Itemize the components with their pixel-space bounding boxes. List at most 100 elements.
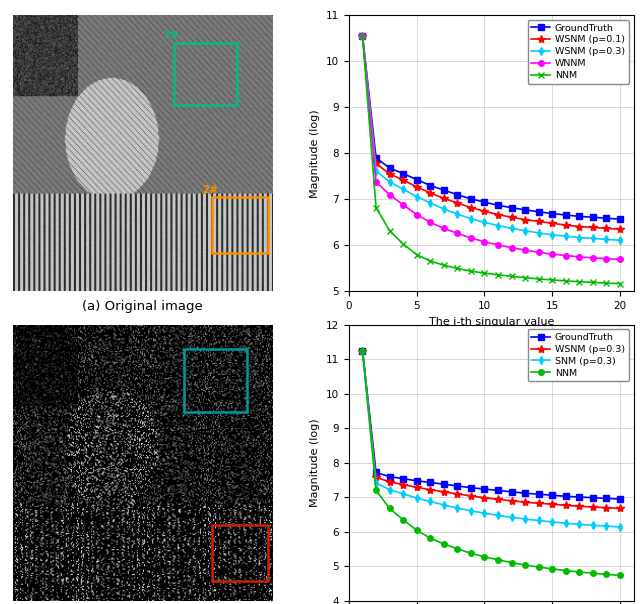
NNM	[562, 567, 570, 574]
WSNM (p=0.3)	[467, 492, 475, 500]
WSNM (p=0.1)	[548, 220, 556, 227]
GroundTruth	[426, 182, 434, 189]
WNNM	[454, 230, 461, 237]
NNM	[454, 265, 461, 272]
GroundTruth	[508, 204, 515, 211]
GroundTruth	[372, 154, 380, 161]
NNM	[386, 505, 394, 512]
WSNM (p=0.1)	[575, 223, 583, 230]
GroundTruth	[467, 195, 475, 202]
WSNM (p=0.3)	[508, 497, 515, 504]
WSNM (p=0.1)	[603, 225, 611, 232]
NNM	[467, 550, 475, 557]
WNNM	[386, 191, 394, 198]
GroundTruth	[494, 202, 502, 209]
SNM (p=0.3)	[467, 507, 475, 515]
WSNM (p=0.3)	[535, 230, 543, 237]
SNM (p=0.3)	[603, 522, 611, 530]
WNNM	[426, 219, 434, 226]
Bar	[212, 525, 268, 581]
WNNM	[548, 251, 556, 258]
GroundTruth	[616, 495, 624, 503]
NNM	[508, 559, 515, 567]
WSNM (p=0.1)	[508, 214, 515, 221]
WSNM (p=0.1)	[413, 183, 420, 190]
GroundTruth	[386, 473, 394, 480]
NNM	[548, 565, 556, 573]
WSNM (p=0.3)	[467, 215, 475, 222]
GroundTruth	[413, 176, 420, 183]
WSNM (p=0.3)	[548, 501, 556, 508]
NNM	[372, 487, 380, 494]
WSNM (p=0.3)	[522, 227, 529, 234]
WSNM (p=0.1)	[372, 160, 380, 167]
WSNM (p=0.3)	[562, 502, 570, 509]
NNM	[522, 274, 529, 281]
GroundTruth	[481, 199, 488, 206]
WNNM	[413, 211, 420, 218]
SNM (p=0.3)	[562, 519, 570, 527]
GroundTruth	[589, 494, 596, 501]
WSNM (p=0.1)	[467, 204, 475, 211]
WNNM	[589, 254, 596, 262]
WNNM	[522, 246, 529, 254]
Bar	[212, 197, 268, 253]
GroundTruth	[413, 477, 420, 484]
Text: 1#: 1#	[164, 30, 180, 40]
WSNM (p=0.3)	[603, 504, 611, 512]
NNM	[399, 240, 407, 248]
Bar	[184, 349, 247, 411]
NNM	[535, 275, 543, 283]
WNNM	[481, 238, 488, 245]
WSNM (p=0.3)	[589, 235, 596, 242]
NNM	[535, 564, 543, 571]
GroundTruth	[548, 210, 556, 217]
NNM	[454, 545, 461, 553]
WSNM (p=0.3)	[508, 225, 515, 232]
GroundTruth	[372, 469, 380, 476]
Y-axis label: Magnitude (log): Magnitude (log)	[310, 109, 321, 198]
WSNM (p=0.3)	[494, 222, 502, 229]
SNM (p=0.3)	[494, 512, 502, 519]
Line: WSNM (p=0.3): WSNM (p=0.3)	[360, 33, 623, 243]
GroundTruth	[562, 211, 570, 219]
WSNM (p=0.3)	[494, 496, 502, 503]
WNNM	[494, 242, 502, 249]
SNM (p=0.3)	[548, 518, 556, 525]
WSNM (p=0.1)	[358, 32, 366, 39]
SNM (p=0.3)	[399, 490, 407, 498]
WSNM (p=0.3)	[372, 167, 380, 175]
GroundTruth	[467, 484, 475, 491]
WNNM	[399, 201, 407, 208]
WSNM (p=0.3)	[481, 219, 488, 226]
GroundTruth	[562, 493, 570, 500]
WSNM (p=0.3)	[426, 199, 434, 207]
GroundTruth	[399, 475, 407, 483]
WSNM (p=0.3)	[386, 478, 394, 486]
Line: SNM (p=0.3): SNM (p=0.3)	[360, 348, 623, 530]
WNNM	[616, 255, 624, 263]
GroundTruth	[440, 187, 447, 194]
NNM	[440, 541, 447, 548]
SNM (p=0.3)	[386, 486, 394, 493]
WSNM (p=0.3)	[616, 237, 624, 244]
WNNM	[575, 253, 583, 260]
NNM	[589, 278, 596, 286]
NNM	[481, 269, 488, 277]
SNM (p=0.3)	[413, 495, 420, 502]
GroundTruth	[358, 32, 366, 39]
WSNM (p=0.3)	[575, 503, 583, 510]
WSNM (p=0.3)	[562, 233, 570, 240]
GroundTruth	[508, 488, 515, 495]
GroundTruth	[454, 483, 461, 490]
WSNM (p=0.1)	[426, 189, 434, 196]
WSNM (p=0.1)	[440, 195, 447, 202]
GroundTruth	[399, 170, 407, 177]
Text: (c) comparison of NNM, WNNM and WSNM: (c) comparison of NNM, WNNM and WSNM	[358, 341, 624, 354]
WSNM (p=0.3)	[575, 234, 583, 241]
WSNM (p=0.3)	[413, 193, 420, 200]
NNM	[603, 571, 611, 578]
SNM (p=0.3)	[508, 514, 515, 521]
SNM (p=0.3)	[481, 510, 488, 517]
WSNM (p=0.3)	[358, 347, 366, 354]
